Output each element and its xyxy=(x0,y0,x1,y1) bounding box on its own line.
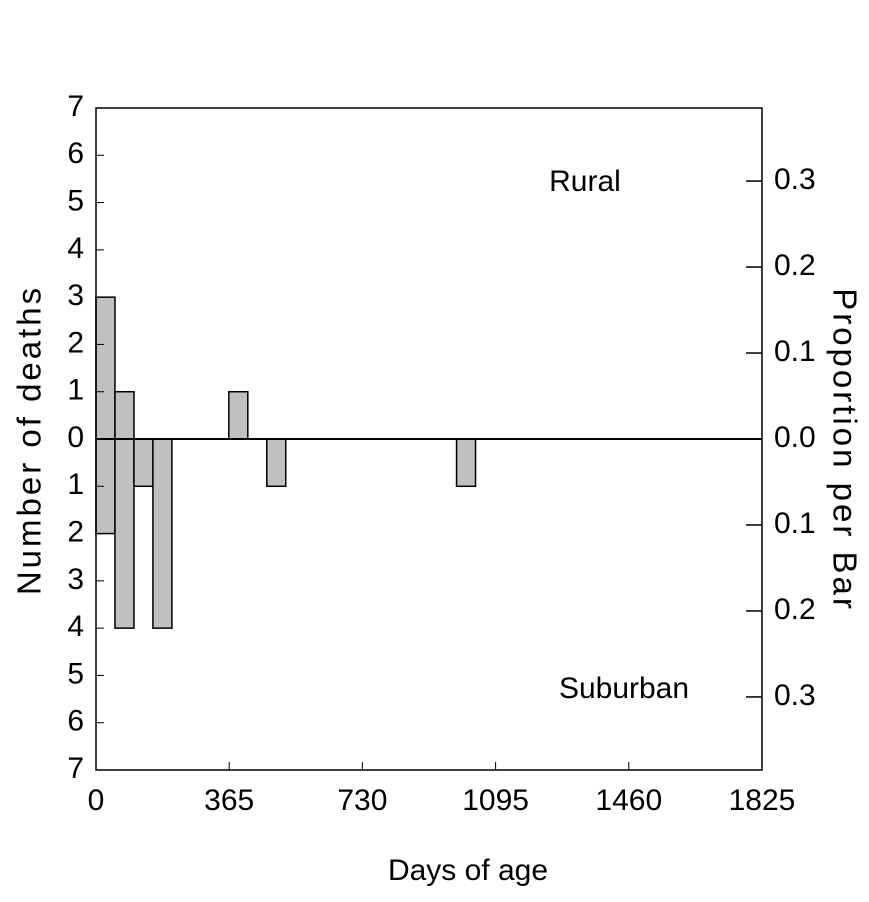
y2-tick-label: 0.1 xyxy=(774,507,816,540)
bar xyxy=(266,438,287,488)
y-tick-label: 7 xyxy=(67,90,84,123)
bar xyxy=(152,438,173,629)
annotation: Rural xyxy=(549,165,621,198)
y-tick-label: 4 xyxy=(67,232,84,265)
y-tick-label: 2 xyxy=(67,326,84,359)
y-tick-label: 0 xyxy=(67,421,84,454)
y-tick-label: 1 xyxy=(67,468,84,501)
y-axis-label: Number of deaths xyxy=(11,285,48,595)
y-tick-label: 1 xyxy=(67,374,84,407)
y-tick-label: 5 xyxy=(67,184,84,217)
x-axis-label: Days of age xyxy=(388,854,548,887)
y-tick-label: 6 xyxy=(67,705,84,738)
y-tick-label: 4 xyxy=(67,610,84,643)
x-tick-label: 0 xyxy=(88,784,105,817)
y2-tick-label: 0.2 xyxy=(774,249,816,282)
y2-tick-label: 0.3 xyxy=(774,679,816,712)
bar xyxy=(95,296,116,440)
annotation: Suburban xyxy=(559,672,689,705)
y2-tick-label: 0.3 xyxy=(774,163,816,196)
y-tick-label: 3 xyxy=(67,279,84,312)
y-tick-label: 3 xyxy=(67,563,84,596)
bar xyxy=(133,438,154,488)
y-tick-label: 5 xyxy=(67,657,84,690)
bar xyxy=(455,438,477,488)
y-tick-label: 7 xyxy=(67,752,84,785)
y2-tick-label: 0.1 xyxy=(774,335,816,368)
x-tick-label: 1825 xyxy=(729,784,796,817)
y-tick-label: 6 xyxy=(67,137,84,170)
bar xyxy=(114,390,135,440)
y2-axis-label: Proportion per Bar xyxy=(826,288,863,612)
bar xyxy=(114,438,135,629)
y2-tick-label: 0.2 xyxy=(774,593,816,626)
x-tick-label: 730 xyxy=(337,784,387,817)
bar xyxy=(228,390,249,440)
y-tick-label: 2 xyxy=(67,515,84,548)
x-tick-label: 1095 xyxy=(462,784,529,817)
x-tick-label: 1460 xyxy=(595,784,662,817)
y2-tick-label: 0.0 xyxy=(774,421,816,454)
x-tick-label: 365 xyxy=(204,784,254,817)
